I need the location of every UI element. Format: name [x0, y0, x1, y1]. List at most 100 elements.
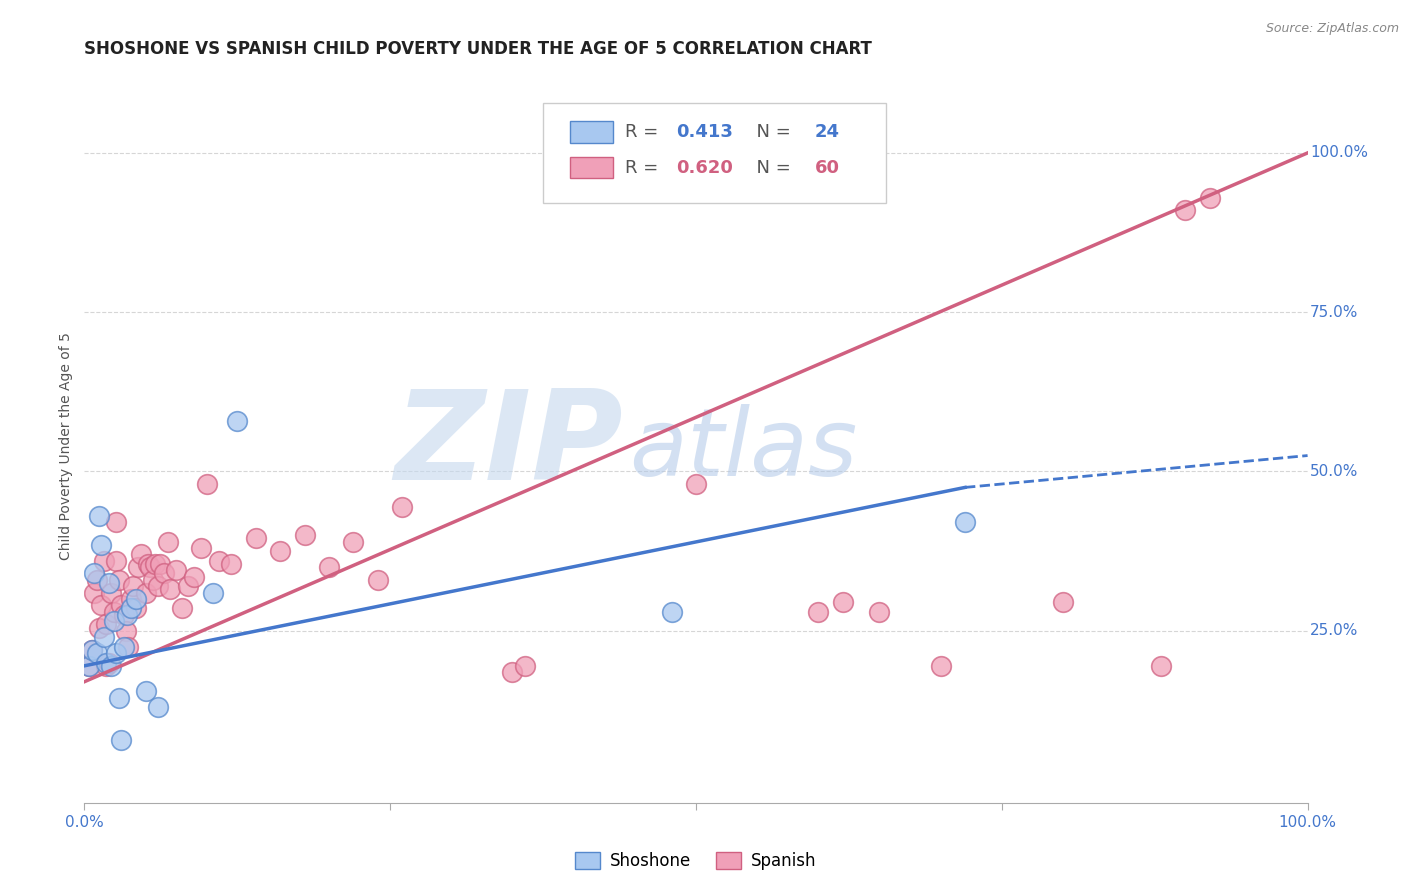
Point	[77, 658, 100, 673]
Point	[208, 554, 231, 568]
Point	[115, 624, 138, 638]
Point	[1052, 595, 1074, 609]
Point	[953, 516, 976, 530]
Point	[153, 566, 176, 581]
Y-axis label: Child Poverty Under the Age of 5: Child Poverty Under the Age of 5	[59, 332, 73, 560]
Point	[177, 579, 200, 593]
Point	[77, 658, 100, 673]
Point	[103, 605, 125, 619]
Point	[110, 733, 132, 747]
Point	[127, 560, 149, 574]
Point	[367, 573, 389, 587]
Point	[146, 579, 169, 593]
Point	[96, 656, 118, 670]
Point	[105, 554, 128, 568]
Point	[195, 477, 218, 491]
Point	[105, 516, 128, 530]
Point	[501, 665, 523, 680]
Point	[120, 601, 142, 615]
Point	[83, 585, 105, 599]
Point	[120, 591, 142, 606]
Point	[122, 579, 145, 593]
Text: N =: N =	[745, 159, 796, 177]
Point	[93, 630, 115, 644]
Point	[929, 658, 952, 673]
Point	[190, 541, 212, 555]
Point	[869, 605, 891, 619]
Point	[661, 605, 683, 619]
Point	[100, 585, 122, 599]
Text: ZIP: ZIP	[394, 385, 623, 507]
Text: 0.620: 0.620	[676, 159, 734, 177]
Point	[115, 607, 138, 622]
Text: 24: 24	[814, 123, 839, 141]
FancyBboxPatch shape	[569, 121, 613, 143]
Point	[87, 621, 110, 635]
Point	[117, 640, 139, 654]
Point	[86, 573, 108, 587]
Point	[513, 658, 536, 673]
Point	[129, 547, 152, 561]
Point	[90, 538, 112, 552]
Point	[269, 544, 291, 558]
Point	[112, 607, 135, 622]
Point	[83, 566, 105, 581]
Point	[149, 557, 172, 571]
Point	[90, 599, 112, 613]
Point	[807, 605, 830, 619]
Point	[1174, 203, 1197, 218]
Point	[391, 500, 413, 514]
Point	[80, 643, 103, 657]
Text: 60: 60	[814, 159, 839, 177]
Point	[136, 557, 159, 571]
FancyBboxPatch shape	[569, 157, 613, 178]
Text: R =: R =	[626, 123, 664, 141]
Point	[97, 576, 120, 591]
Point	[201, 585, 224, 599]
Point	[135, 585, 157, 599]
Point	[139, 560, 162, 574]
Point	[226, 413, 249, 427]
Point	[105, 646, 128, 660]
Text: N =: N =	[745, 123, 796, 141]
Point	[146, 700, 169, 714]
Legend: Shoshone, Spanish: Shoshone, Spanish	[568, 845, 824, 877]
Point	[100, 658, 122, 673]
Text: R =: R =	[626, 159, 664, 177]
Point	[97, 656, 120, 670]
Point	[685, 477, 707, 491]
Point	[86, 646, 108, 660]
Point	[142, 573, 165, 587]
Point	[219, 557, 242, 571]
Point	[1150, 658, 1173, 673]
Text: 50.0%: 50.0%	[1310, 464, 1358, 479]
Point	[1198, 190, 1220, 204]
Text: 75.0%: 75.0%	[1310, 305, 1358, 319]
Point	[143, 557, 166, 571]
Point	[110, 599, 132, 613]
FancyBboxPatch shape	[543, 103, 886, 203]
Point	[125, 591, 148, 606]
Point	[245, 532, 267, 546]
Point	[96, 658, 118, 673]
Point	[831, 595, 853, 609]
Point	[107, 690, 129, 705]
Point	[172, 601, 194, 615]
Point	[342, 534, 364, 549]
Text: 100.0%: 100.0%	[1310, 145, 1368, 161]
Point	[183, 569, 205, 583]
Point	[156, 534, 179, 549]
Point	[93, 554, 115, 568]
Point	[112, 640, 135, 654]
Text: atlas: atlas	[628, 404, 856, 495]
Text: SHOSHONE VS SPANISH CHILD POVERTY UNDER THE AGE OF 5 CORRELATION CHART: SHOSHONE VS SPANISH CHILD POVERTY UNDER …	[84, 40, 872, 58]
Point	[125, 601, 148, 615]
Point	[318, 560, 340, 574]
Text: Source: ZipAtlas.com: Source: ZipAtlas.com	[1265, 22, 1399, 36]
Point	[87, 509, 110, 524]
Text: 0.413: 0.413	[676, 123, 734, 141]
Point	[294, 528, 316, 542]
Point	[96, 617, 118, 632]
Text: 25.0%: 25.0%	[1310, 624, 1358, 639]
Point	[107, 573, 129, 587]
